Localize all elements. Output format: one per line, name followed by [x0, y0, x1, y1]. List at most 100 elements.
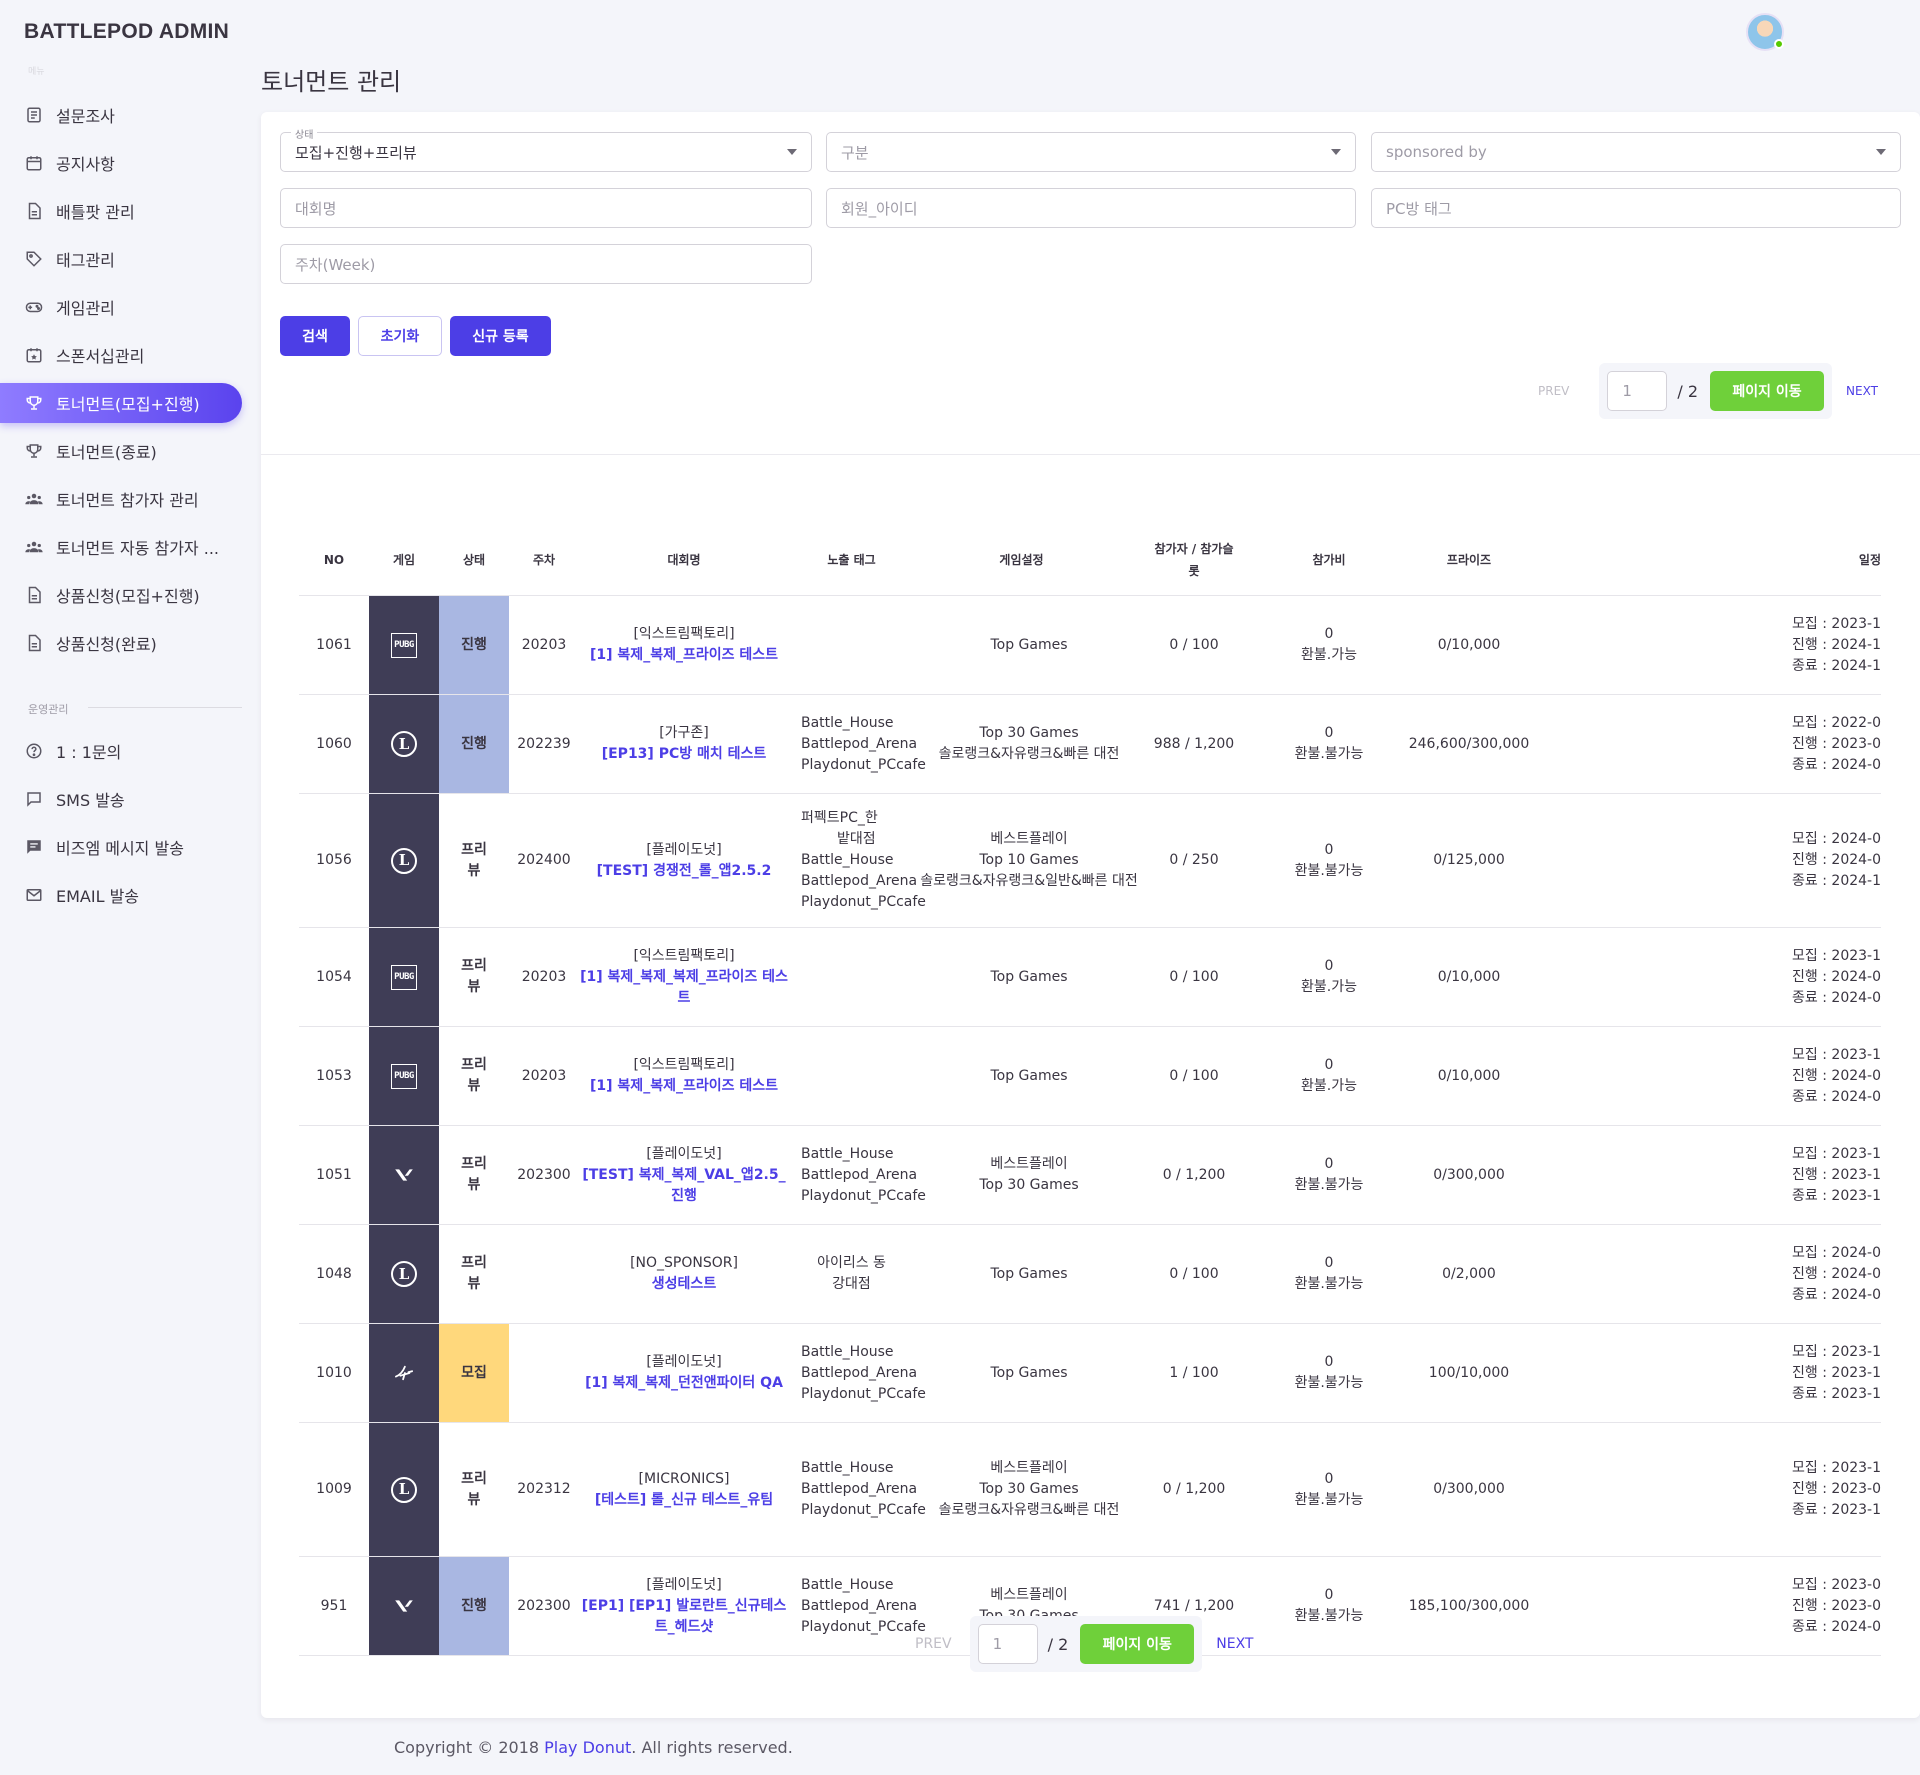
sponsor-select[interactable]: sponsored by	[1371, 132, 1901, 172]
table-row[interactable]: 1056 L 프리 뷰 202400 [플레이도넛] [TEST] 경쟁전_롤_앱2.5.2…	[299, 794, 1881, 928]
cell-name: [플레이도넛] [TEST] 복제_복제_VAL_앱2.5_진행	[579, 1126, 789, 1224]
table-row[interactable]: 1054 PUBG 프리 뷰 20203 [익스트림팩토리] [1] 복제_복제_복제_프라…	[299, 928, 1881, 1027]
sidebar-item-label: 토너먼트(종료)	[56, 443, 157, 462]
pc-tag-input[interactable]: PC방 태그	[1371, 188, 1901, 228]
new-register-button[interactable]: 신규 등록	[450, 316, 551, 356]
file-icon	[24, 201, 44, 221]
sidebar-ops-item-4[interactable]: EMAIL 발송	[0, 875, 242, 915]
tournament-name-link[interactable]: [EP13] PC방 매치 테스트	[601, 746, 767, 762]
tournament-name-link[interactable]: [TEST] 복제_복제_VAL_앱2.5_진행	[582, 1166, 786, 1204]
cell-schedule: 모집 : 2024-0 진행 : 2024-0 종료 : 2024-1	[1549, 794, 1881, 927]
next-page-link[interactable]: NEXT	[1216, 1636, 1254, 1652]
footer-prefix: Copyright © 2018	[394, 1738, 545, 1757]
schedule-line: 모집 : 2023-1	[1792, 1145, 1881, 1162]
tournament-name-link[interactable]: [1] 복제_복제_던전앤파이터 QA	[585, 1375, 783, 1391]
users-icon	[24, 537, 44, 557]
col-prize[interactable]: 프라이즈	[1446, 553, 1492, 567]
cell-fee: 0 환불.불가능	[1274, 695, 1384, 793]
col-week[interactable]: 주차	[532, 553, 556, 567]
app-brand[interactable]: BATTLEPOD ADMIN	[24, 20, 230, 43]
tournament-name-input[interactable]: 대회명	[280, 188, 812, 228]
tournament-name-placeholder: 대회명	[295, 199, 337, 218]
calendar-icon	[24, 153, 44, 173]
col-game[interactable]: 게임	[392, 553, 416, 567]
tournament-name-link[interactable]: [1] 복제_복제_프라이즈 테스트	[590, 647, 778, 663]
sidebar-item-12[interactable]: 상품신청(완료)	[0, 623, 242, 663]
exposure-tag: Battle_House	[801, 852, 894, 868]
sidebar-item-5[interactable]: 게임관리	[0, 287, 242, 327]
member-id-input[interactable]: 회원_아이디	[826, 188, 1356, 228]
table-row[interactable]: 1048 L 프리 뷰 [NO_SPONSOR] 생성테스트 아이리스 동 강대점 Top Ga…	[299, 1225, 1881, 1324]
page-go-button[interactable]: 페이지 이동	[1080, 1624, 1195, 1664]
cell-settings: Top Games	[914, 1027, 1144, 1125]
sidebar-ops-item-2[interactable]: SMS 발송	[0, 779, 242, 819]
week-value: 202312	[517, 1481, 571, 1497]
col-settings[interactable]: 게임설정	[999, 553, 1044, 567]
tournament-name-link[interactable]: [1] 복제_복제_복제_프라이즈 테스트	[580, 968, 788, 1006]
table-row[interactable]: 951 진행 202300 [플레이도넛] [EP1] [EP1] 발로란트_신규테스트…	[299, 1557, 1881, 1656]
reset-button[interactable]: 초기화	[358, 316, 442, 356]
col-status[interactable]: 상태	[462, 553, 486, 567]
cell-fee: 0 환불.가능	[1274, 928, 1384, 1026]
tournament-name-link[interactable]: [테스트] 롤_신규 테스트_유팀	[594, 1491, 774, 1508]
week-value: 20203	[521, 968, 567, 985]
sidebar-ops-item-1[interactable]: 1 : 1문의	[0, 731, 242, 771]
sidebar-item-1[interactable]: 설문조사	[0, 95, 242, 135]
cell-settings: 베스트플레이 Top 30 Games 솔로랭크&자유랭크&빠른 대전	[914, 1423, 1144, 1556]
next-page-link[interactable]: NEXT	[1846, 384, 1878, 398]
tournament-name-link[interactable]: [EP1] [EP1] 발로란트_신규테스트_헤드샷	[581, 1597, 787, 1635]
trophy-icon	[24, 393, 44, 413]
page-number-input[interactable]: 1	[977, 1624, 1038, 1664]
sidebar-item-6[interactable]: 스폰서십관리	[0, 335, 242, 375]
section-divider	[261, 454, 1920, 455]
col-tags[interactable]: 노출 태그	[827, 553, 876, 567]
sidebar-item-8[interactable]: 토너먼트(종료)	[0, 431, 242, 471]
page-go-button[interactable]: 페이지 이동	[1710, 371, 1825, 411]
col-name[interactable]: 대회명	[667, 553, 701, 567]
week-input[interactable]: 주차(Week)	[280, 244, 812, 284]
table-row[interactable]: 1060 L 진행 202239 [가구존] [EP13] PC방 매치 테스트 Battl…	[299, 695, 1881, 794]
tournament-name-link[interactable]: [TEST] 경쟁전_롤_앱2.5.2	[596, 862, 772, 879]
participants-value: 0 / 250	[1169, 852, 1219, 868]
refund-policy: 환불.가능	[1301, 1078, 1357, 1094]
col-schedule[interactable]: 일정	[1858, 553, 1881, 567]
cell-week	[509, 1324, 579, 1422]
sidebar-item-9[interactable]: 토너먼트 참가자 관리	[0, 479, 242, 519]
search-button[interactable]: 검색	[280, 316, 350, 356]
col-fee[interactable]: 참가비	[1312, 553, 1346, 567]
sidebar-item-10[interactable]: 토너먼트 자동 참가자 ...	[0, 527, 242, 567]
table-row[interactable]: 1053 PUBG 프리 뷰 20203 [익스트림팩토리] [1] 복제_복제_프라이즈 …	[299, 1027, 1881, 1126]
page-number-input[interactable]: 1	[1607, 371, 1668, 411]
table-row[interactable]: 1051 프리 뷰 202300 [플레이도넛] [TEST] 복제_복제_VAL_앱2.…	[299, 1126, 1881, 1225]
tournament-name-link[interactable]: [1] 복제_복제_프라이즈 테스트	[590, 1078, 778, 1094]
col-participants[interactable]: 참가자 / 참가슬 롯	[1149, 524, 1239, 596]
schedule-line: 모집 : 2023-1	[1792, 1460, 1881, 1476]
category-select[interactable]: 구분	[826, 132, 1356, 172]
tournament-name-link[interactable]: 생성테스트	[651, 1276, 717, 1292]
exposure-tag: 강대점	[832, 1276, 871, 1292]
sidebar-item-label: 토너먼트 자동 참가자 ...	[56, 539, 219, 558]
cell-game	[369, 1324, 439, 1422]
sidebar-item-4[interactable]: 태그관리	[0, 239, 242, 279]
sidebar-item-11[interactable]: 상품신청(모집+진행)	[0, 575, 242, 615]
sponsor-name: [MICRONICS]	[638, 1470, 730, 1487]
sidebar-ops-item-3[interactable]: 비즈엠 메시지 발송	[0, 827, 242, 867]
cell-tags: Battle_House Battlepod_Arena Playdonut_PCc…	[789, 1324, 926, 1422]
sidebar-item-2[interactable]: 공지사항	[0, 143, 242, 183]
prev-page-link[interactable]: PREV	[915, 1636, 952, 1652]
sidebar-item-7[interactable]: 토너먼트(모집+진행)	[0, 383, 242, 423]
refund-policy: 환불.불가능	[1294, 1276, 1364, 1292]
user-avatar[interactable]	[1746, 13, 1784, 51]
col-no[interactable]: NO	[323, 553, 345, 567]
footer-brand-link[interactable]: Play Donut	[544, 1738, 632, 1757]
table-row[interactable]: 1061 PUBG 진행 20203 [익스트림팩토리] [1] 복제_복제_프라이즈 테…	[299, 596, 1881, 695]
prev-page-link[interactable]: PREV	[1538, 384, 1570, 398]
schedule-line: 모집 : 2024-0	[1792, 1244, 1881, 1261]
exposure-tag: Battle_House	[801, 1460, 894, 1476]
sidebar-item-3[interactable]: 배틀팟 관리	[0, 191, 242, 231]
valorant-icon	[394, 1167, 414, 1183]
status-text: 진행	[461, 735, 487, 752]
table-row[interactable]: 1009 L 프리 뷰 202312 [MICRONICS] [테스트] 롤_신규 테스트_…	[299, 1423, 1881, 1557]
table-row[interactable]: 1010 모집 [플레이도넛] [1] 복제_복제_던전앤파이터 QA Battle_H…	[299, 1324, 1881, 1423]
status-select[interactable]: 상태 모집+진행+프리뷰	[280, 126, 812, 172]
